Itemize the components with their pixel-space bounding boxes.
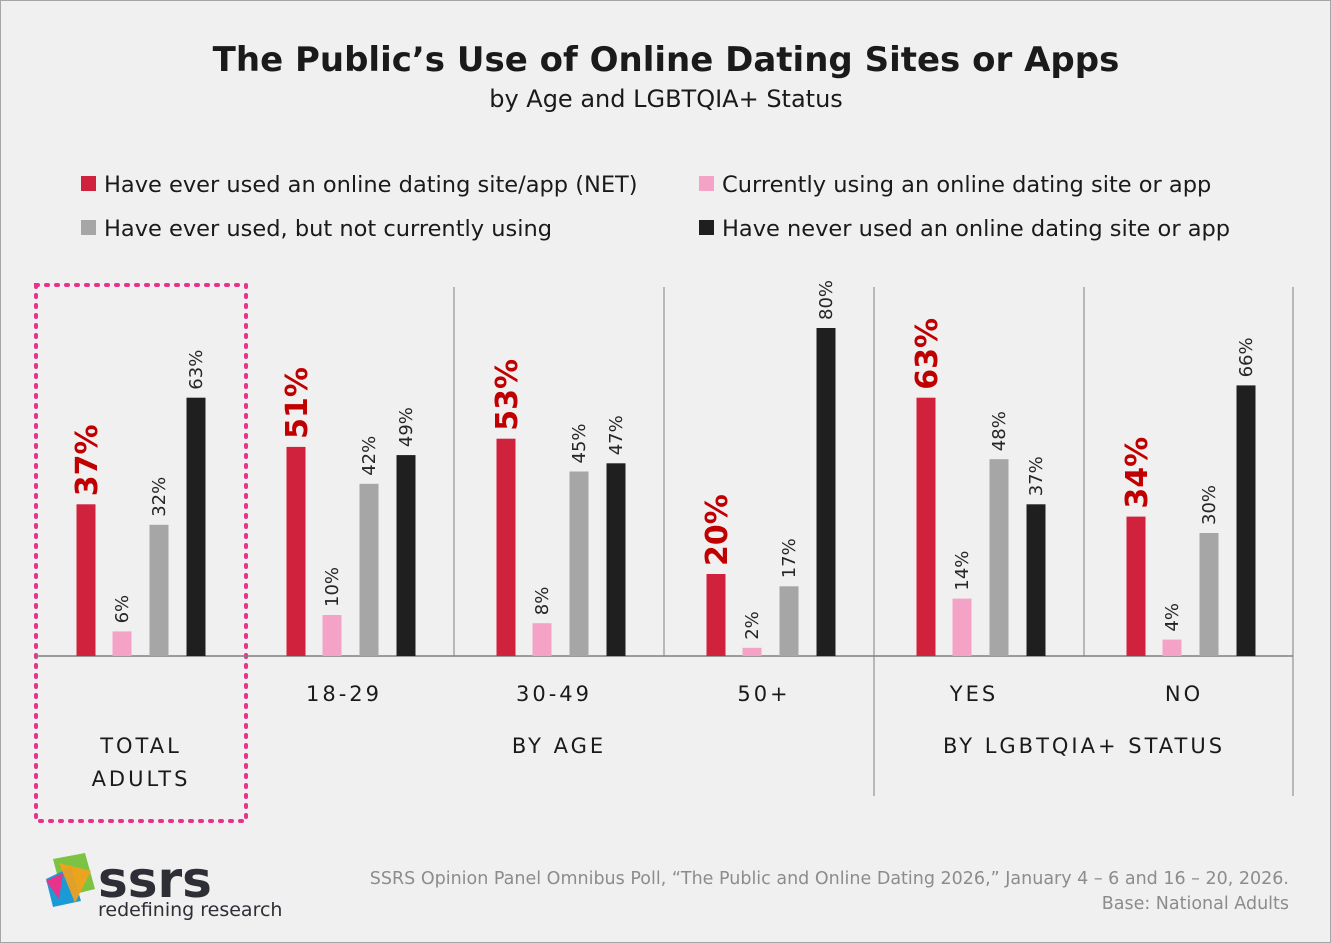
data-label-series2-cat6: 4% [1162, 603, 1183, 632]
bar-series4-cat6 [1236, 385, 1256, 656]
data-label-series1-cat5: 63% [910, 318, 945, 390]
legend-label-1: Have ever used an online dating site/app… [104, 172, 638, 198]
bar-series4-cat2 [396, 455, 416, 656]
legend-label-3: Have ever used, but not currently using [104, 216, 552, 242]
group-label: BY LGBTQIA+ STATUS [943, 734, 1225, 758]
total-adults-highlight-box [34, 283, 248, 823]
legend-swatch-1 [81, 176, 96, 191]
data-label-series4-cat6: 66% [1236, 337, 1257, 377]
bar-series1-cat3 [496, 438, 516, 656]
bar-series3-cat5 [989, 459, 1009, 656]
bar-series2-cat4 [742, 647, 762, 656]
bar-series4-cat3 [606, 463, 626, 656]
legend-label-2: Currently using an online dating site or… [722, 172, 1211, 198]
data-label-series1-cat3: 53% [490, 359, 525, 431]
legend: Have ever used an online dating site/app… [81, 172, 1230, 242]
chart-title: The Public’s Use of Online Dating Sites … [213, 40, 1120, 80]
bar-series4-cat4 [816, 328, 836, 656]
bar-series3-cat3 [569, 471, 589, 656]
bar-series1-cat6 [1126, 516, 1146, 656]
data-label-series2-cat1: 6% [112, 595, 133, 624]
legend-swatch-3 [81, 220, 96, 235]
data-label-series4-cat3: 47% [606, 415, 627, 455]
group-label: TOTAL [99, 734, 182, 758]
bar-series4-cat1 [186, 397, 206, 656]
bar-series3-cat1 [149, 524, 169, 656]
category-label: 18-29 [306, 682, 382, 706]
legend-label-4: Have never used an online dating site or… [722, 216, 1230, 242]
category-labels: 18-29 30-49 50+ YES NO [306, 682, 1203, 706]
bars: 37% 6% 32% 63% 51% 10% 42% 49% 53% 8% 45% 47% 20% 2% 1… [70, 280, 1257, 656]
ssrs-logo: ssrs redefining research [46, 851, 282, 921]
data-label-series1-cat4: 20% [700, 494, 735, 566]
base-note: Base: National Adults [1102, 894, 1289, 914]
data-label-series2-cat4: 2% [742, 611, 763, 640]
data-label-series4-cat5: 37% [1026, 456, 1047, 496]
bar-series1-cat5 [916, 397, 936, 656]
data-label-series2-cat5: 14% [952, 551, 973, 591]
bar-series1-cat4 [706, 574, 726, 656]
legend-swatch-4 [699, 220, 714, 235]
bar-series1-cat1 [76, 504, 96, 656]
data-label-series2-cat3: 8% [532, 587, 553, 616]
data-label-series3-cat6: 30% [1199, 485, 1220, 525]
category-label: NO [1165, 682, 1203, 706]
bar-series3-cat2 [359, 483, 379, 656]
category-label: 30-49 [516, 682, 592, 706]
bar-series3-cat6 [1199, 533, 1219, 656]
group-label: BY AGE [512, 734, 606, 758]
bar-series2-cat1 [112, 631, 132, 656]
source-note: SSRS Opinion Panel Omnibus Poll, “The Pu… [370, 869, 1289, 889]
bar-series2-cat6 [1162, 639, 1182, 656]
data-label-series3-cat4: 17% [779, 538, 800, 578]
bar-series2-cat3 [532, 623, 552, 656]
data-label-series4-cat2: 49% [396, 407, 417, 447]
bar-series1-cat2 [286, 446, 306, 656]
bar-series3-cat4 [779, 586, 799, 656]
bar-series2-cat5 [952, 598, 972, 656]
data-label-series4-cat1: 63% [186, 350, 207, 390]
data-label-series4-cat4: 80% [816, 280, 837, 320]
data-label-series3-cat1: 32% [149, 477, 170, 517]
group-label: ADULTS [92, 767, 191, 791]
group-labels: TOTAL ADULTS BY AGE BY LGBTQIA+ STATUS [92, 734, 1225, 791]
logo-mark-icon [46, 853, 95, 907]
category-label: 50+ [737, 682, 790, 706]
data-label-series3-cat2: 42% [359, 436, 380, 476]
bar-series4-cat5 [1026, 504, 1046, 656]
chart-subtitle: by Age and LGBTQIA+ Status [489, 85, 843, 113]
data-label-series2-cat2: 10% [322, 567, 343, 607]
data-label-series3-cat5: 48% [989, 411, 1010, 451]
legend-swatch-2 [699, 176, 714, 191]
data-label-series1-cat2: 51% [280, 367, 315, 439]
logo-tagline: redefining research [98, 899, 282, 921]
data-label-series1-cat6: 34% [1120, 437, 1155, 509]
category-label: YES [949, 682, 998, 706]
data-label-series1-cat1: 37% [70, 424, 105, 496]
data-label-series3-cat3: 45% [569, 423, 590, 463]
logo-wordmark: ssrs [98, 851, 212, 909]
group-dividers [453, 287, 1294, 796]
bar-series2-cat2 [322, 615, 342, 656]
